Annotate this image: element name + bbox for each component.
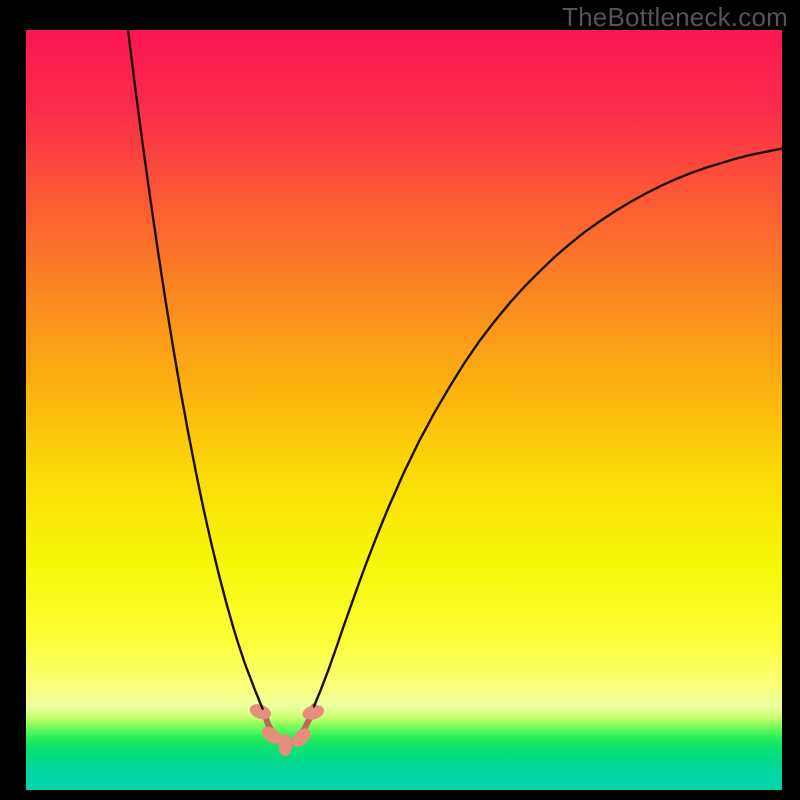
plot-svg — [26, 30, 782, 790]
watermark-text: TheBottleneck.com — [562, 2, 788, 33]
plot-background — [26, 30, 782, 790]
plot-area — [26, 30, 782, 790]
chart-frame: TheBottleneck.com — [0, 0, 800, 800]
trough-marker — [278, 734, 292, 756]
